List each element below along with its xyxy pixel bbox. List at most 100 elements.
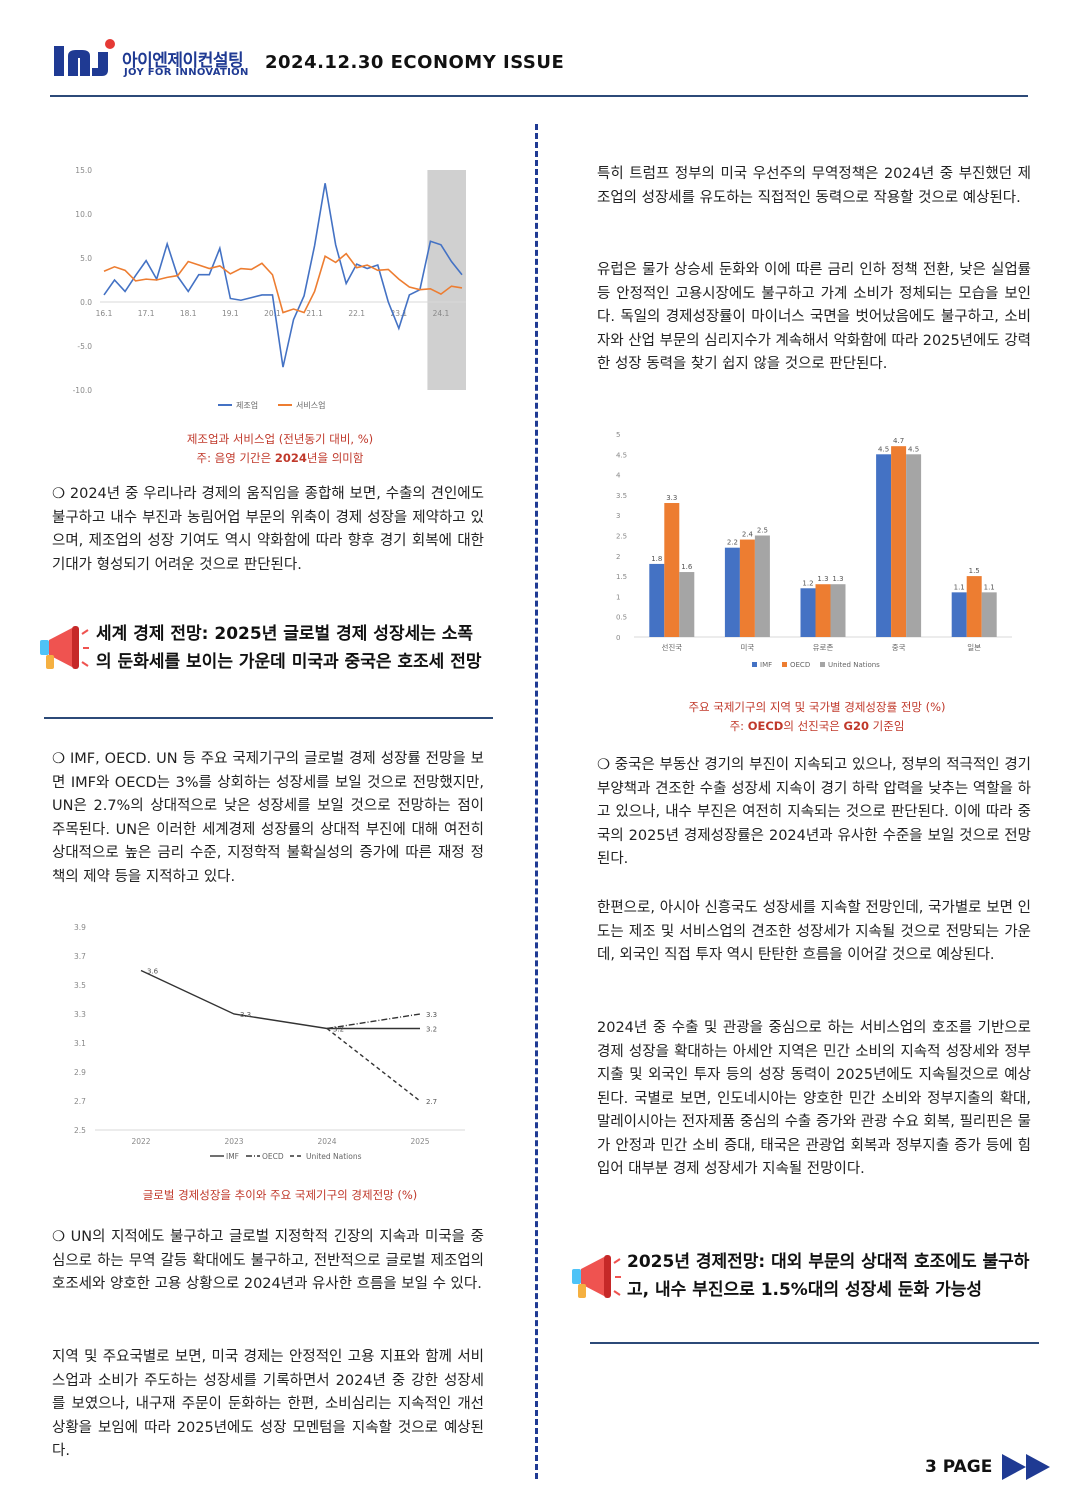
bar-value-label: 2.2 — [727, 539, 738, 547]
bar-imf — [876, 454, 892, 637]
x-tick-label: 2024 — [317, 1137, 336, 1146]
y-tick-label: -10.0 — [73, 386, 93, 395]
y-tick-label: 0.0 — [80, 298, 92, 307]
bar-value-label: 4.7 — [893, 437, 904, 445]
bar-united-nations — [754, 535, 770, 637]
bar-value-label: 3.3 — [666, 494, 677, 502]
left-paragraph-3: ❍ UN의 지적에도 불구하고 글로벌 지정학적 긴장의 지속과 미국을 중심으… — [52, 1229, 484, 1292]
right-paragraph-1: 특히 트럼프 정부의 미국 우선주의 무역정책은 2024년 중 부진했던 제조… — [597, 166, 1031, 206]
series-line-united-nations — [326, 1027, 421, 1102]
y-tick-label: 3.7 — [74, 952, 86, 961]
data-label: 3.2 — [426, 1026, 437, 1034]
series-line-oecd — [326, 1013, 421, 1030]
bar-imf — [724, 547, 740, 637]
x-tick-label: 2025 — [410, 1137, 429, 1146]
global-growth-outlook-line-chart: 3.9 3.7 3.5 3.3 3.1 2.9 2.7 2.5 2022 2023 2024 2025… — [74, 923, 465, 1161]
series-line-services — [103, 252, 463, 314]
right-paragraph-2: 유럽은 물가 상승세 둔화와 이에 따른 금리 인하 정책 전환, 낮은 실업률… — [597, 262, 1031, 372]
y-tick-label: 1 — [616, 593, 620, 601]
x-category-label: 선진국 — [661, 642, 682, 652]
megaphone-icon — [572, 1255, 621, 1298]
y-tick-label: 3.5 — [74, 981, 86, 990]
bar-united-nations — [679, 572, 695, 637]
y-tick-label: 1.5 — [616, 573, 627, 581]
chart3-caption: 주요 국제기구의 지역 및 국가별 경제성장률 전망 (%) 주: OECD의 … — [597, 698, 1037, 736]
logo-english-text: JOY FOR INNOVATION — [124, 67, 249, 78]
x-tick-label: 21.1 — [306, 309, 323, 318]
bar-oecd — [815, 584, 831, 637]
left-paragraph-2: ❍ IMF, OECD. UN 등 주요 국제기구의 글로벌 경제 성장률 전망… — [52, 751, 484, 885]
manufacturing-services-line-chart: 15.0 10.0 5.0 0.0 -5.0 -10.0 16.1 17.1 18.1 19.1 2… — [73, 166, 466, 410]
x-tick-label: 24.1 — [433, 309, 450, 318]
bar-value-label: 1.8 — [651, 555, 662, 563]
bar-oecd — [664, 503, 680, 637]
x-tick-label: 2022 — [131, 1137, 150, 1146]
bar-value-label: 4.5 — [908, 445, 919, 453]
bar-value-label: 4.5 — [878, 445, 889, 453]
series-line-manufacturing — [103, 183, 463, 368]
bar-value-label: 1.3 — [832, 575, 843, 583]
y-tick-label: 5 — [616, 431, 620, 439]
chart3-caption-title: 주요 국제기구의 지역 및 국가별 경제성장률 전망 (%) — [688, 700, 946, 714]
data-label: 3.6 — [147, 968, 159, 976]
right-paragraph-4: 한편으로, 아시아 신흥국도 성장세를 지속할 전망인데, 국가별로 보면 인도… — [597, 900, 1031, 963]
y-tick-label: 5.0 — [80, 254, 92, 263]
left-paragraph-4: 지역 및 주요국별로 보면, 미국 경제는 안정적인 고용 지표와 함께 서비스… — [52, 1349, 484, 1459]
data-label: 3.2 — [333, 1026, 344, 1034]
legend-label: IMF — [760, 661, 772, 669]
y-tick-label: 4 — [616, 472, 621, 480]
y-tick-label: 3.5 — [616, 492, 627, 500]
bar-value-label: 1.2 — [802, 579, 813, 587]
x-category-label: 미국 — [740, 643, 754, 652]
bar-value-label: 2.4 — [742, 531, 754, 539]
legend-swatch — [782, 662, 787, 667]
chart3-caption-note: 주: OECD의 선진국은 G20 기준임 — [729, 719, 905, 733]
data-label: 3.3 — [426, 1011, 437, 1019]
y-tick-label: 3.9 — [74, 923, 86, 932]
y-tick-label: 2.5 — [616, 533, 627, 541]
y-tick-label: 10.0 — [75, 210, 92, 219]
chart1-caption: 제조업과 서비스업 (전년동기 대비, %) 주: 음영 기간은 2024년을 … — [60, 430, 500, 468]
megaphone-icon — [40, 626, 89, 669]
x-category-label: 중국 — [892, 643, 906, 652]
legend-swatch — [820, 662, 825, 667]
logo-korean-text: 아이엔제이컨설팅 — [122, 51, 244, 71]
double-arrow-icon — [1002, 1454, 1050, 1480]
column-divider — [535, 124, 538, 1479]
bar-oecd — [739, 539, 755, 637]
y-tick-label: 2.7 — [74, 1097, 86, 1106]
bar-value-label: 2.5 — [757, 527, 768, 535]
growth-forecast-bar-chart: 54.543.532.521.510.501.83.31.6선진국2.22.42… — [616, 431, 1012, 669]
y-tick-label: 0 — [616, 634, 620, 642]
legend-label: United Nations — [306, 1152, 362, 1161]
legend-label: IMF — [226, 1152, 239, 1161]
legend-label: OECD — [790, 661, 810, 669]
x-tick-label: 18.1 — [180, 309, 197, 318]
x-tick-label: 17.1 — [138, 309, 155, 318]
right-paragraph-5: 2024년 중 수출 및 관광을 중심으로 하는 서비스업의 호조를 기반으로 … — [597, 1020, 1031, 1177]
y-tick-label: -5.0 — [77, 342, 92, 351]
legend-swatch — [752, 662, 757, 667]
legend-label: 제조업 — [236, 401, 258, 410]
right-paragraph-3: ❍ 중국은 부동산 경기의 부진이 지속되고 있으나, 정부의 적극적인 경기 … — [597, 757, 1031, 867]
bar-value-label: 1.1 — [954, 583, 965, 591]
x-tick-label: 19.1 — [222, 309, 239, 318]
y-tick-label: 0.5 — [616, 614, 627, 622]
x-tick-label: 23.1 — [390, 309, 407, 318]
section1-underline — [44, 717, 493, 719]
x-tick-label: 22.1 — [348, 309, 365, 318]
x-tick-label: 16.1 — [96, 309, 113, 318]
y-tick-label: 3 — [616, 512, 620, 520]
legend-label: United Nations — [828, 661, 880, 669]
bar-oecd — [891, 446, 907, 637]
bar-value-label: 1.5 — [969, 567, 980, 575]
left-paragraph-1: ❍ 2024년 중 우리나라 경제의 움직임을 종합해 보면, 수출의 견인에도… — [52, 486, 484, 573]
x-tick-label: 20.1 — [264, 309, 281, 318]
bar-imf — [800, 588, 816, 637]
x-category-label: 유로존 — [813, 643, 834, 652]
bar-united-nations — [981, 592, 997, 637]
legend-label: 서비스업 — [296, 401, 325, 410]
bar-value-label: 1.3 — [817, 575, 828, 583]
bar-imf — [649, 563, 665, 637]
section-title-world-outlook: 세계 경제 전망: 2025년 글로벌 경제 성장세는 소폭의 둔화세를 보이는… — [96, 624, 482, 672]
